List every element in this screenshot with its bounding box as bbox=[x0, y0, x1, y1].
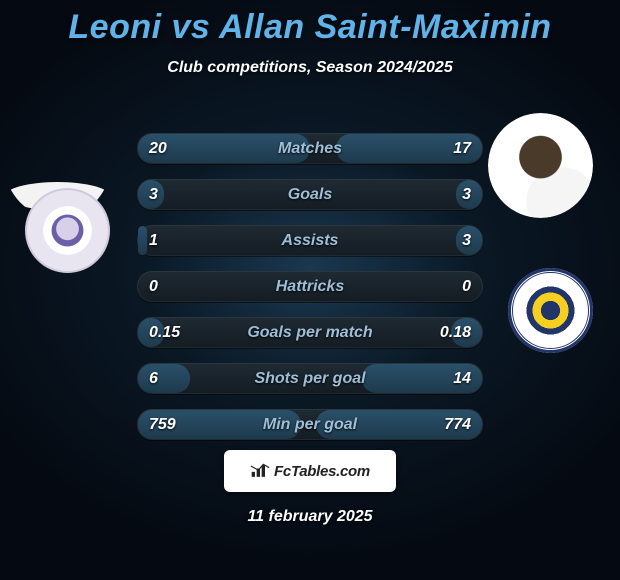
club-left-badge bbox=[25, 188, 110, 273]
stat-label: Goals bbox=[137, 179, 483, 210]
club-right-badge bbox=[508, 268, 593, 353]
stat-row: 3Goals3 bbox=[137, 179, 483, 210]
player-left-avatar bbox=[5, 113, 110, 218]
stat-row: 6Shots per goal14 bbox=[137, 363, 483, 394]
stat-row: 0.15Goals per match0.18 bbox=[137, 317, 483, 348]
avatar-photo-icon bbox=[488, 113, 593, 218]
stat-value-right: 3 bbox=[462, 179, 471, 210]
stat-row: 1Assists3 bbox=[137, 225, 483, 256]
stat-row: 759Min per goal774 bbox=[137, 409, 483, 440]
subtitle: Club competitions, Season 2024/2025 bbox=[0, 59, 620, 77]
stat-value-right: 17 bbox=[453, 133, 471, 164]
stat-value-right: 14 bbox=[453, 363, 471, 394]
stat-label: Hattricks bbox=[137, 271, 483, 302]
stat-label: Matches bbox=[137, 133, 483, 164]
stat-label: Shots per goal bbox=[137, 363, 483, 394]
stats-list: 20Matches173Goals31Assists30Hattricks00.… bbox=[137, 133, 483, 440]
stat-value-right: 0 bbox=[462, 271, 471, 302]
stat-value-right: 774 bbox=[444, 409, 471, 440]
footer-brand-text: FcTables.com bbox=[274, 463, 370, 480]
stat-value-right: 3 bbox=[462, 225, 471, 256]
stat-row: 20Matches17 bbox=[137, 133, 483, 164]
anderlecht-badge-icon bbox=[25, 188, 110, 273]
avatar-placeholder-icon bbox=[5, 182, 110, 210]
footer-brand: FcTables.com bbox=[224, 450, 396, 492]
stat-label: Goals per match bbox=[137, 317, 483, 348]
stat-value-right: 0.18 bbox=[440, 317, 471, 348]
stat-label: Min per goal bbox=[137, 409, 483, 440]
date-label: 11 february 2025 bbox=[0, 508, 620, 526]
player-right-avatar bbox=[488, 113, 593, 218]
stat-row: 0Hattricks0 bbox=[137, 271, 483, 302]
page-title: Leoni vs Allan Saint-Maximin bbox=[0, 8, 620, 47]
bar-chart-icon bbox=[250, 463, 270, 479]
fenerbahce-badge-icon bbox=[508, 268, 593, 353]
stat-label: Assists bbox=[137, 225, 483, 256]
